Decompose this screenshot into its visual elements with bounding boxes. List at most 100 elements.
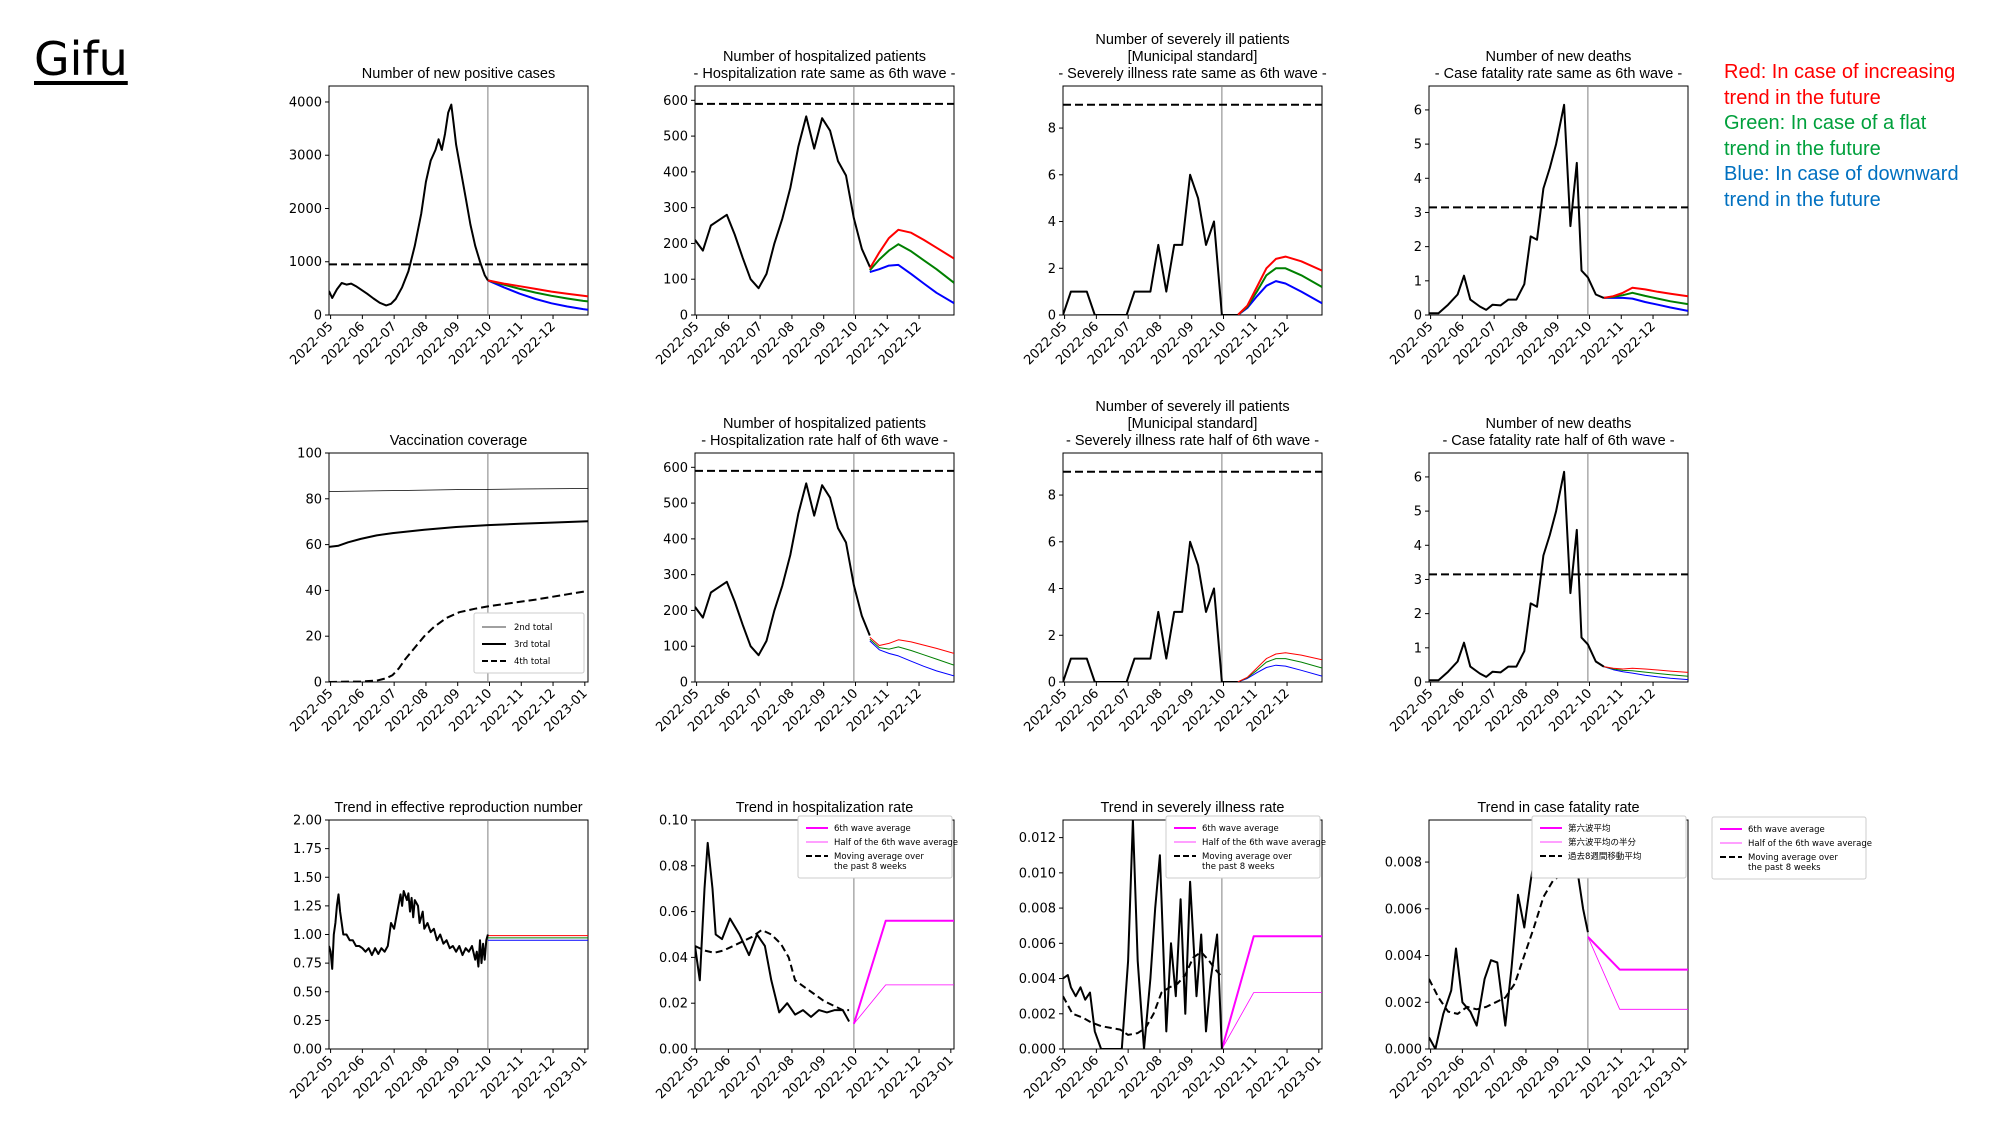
legend-label: Half of the 6th wave average xyxy=(834,838,958,848)
scenario-green-line xyxy=(1603,666,1688,677)
chart-title-vaccination-0: Vaccination coverage xyxy=(390,433,528,449)
y-tick-label: 0.004 xyxy=(1385,949,1422,964)
observed-line xyxy=(1429,820,1589,1049)
page-title: Gifu xyxy=(34,32,128,86)
side-legend-label: 6th wave average xyxy=(1748,825,1825,835)
y-tick-label: 1 xyxy=(1414,641,1422,656)
y-tick-label: 1.25 xyxy=(293,899,322,914)
plot-frame xyxy=(1428,85,1689,316)
y-tick-label: 0 xyxy=(314,676,322,691)
plot-frame xyxy=(328,85,589,316)
chart-title-new-cases-0: Number of new positive cases xyxy=(362,66,555,82)
y-tick-label: 0.012 xyxy=(1019,831,1056,846)
scenario-blue-line xyxy=(487,279,588,311)
legend-label: Moving average over xyxy=(834,852,924,862)
scenario-blue-line xyxy=(1603,666,1688,681)
y-tick-label: 4 xyxy=(1414,539,1422,554)
scenario-red-line xyxy=(868,228,954,270)
y-tick-label: 0.06 xyxy=(659,905,688,920)
scenario-red-line xyxy=(1237,652,1322,682)
y-tick-label: 2.00 xyxy=(293,814,322,829)
y-tick-label: 100 xyxy=(663,640,688,655)
chart-title-hosp-rate-0: Trend in hospitalization rate xyxy=(736,800,914,816)
y-tick-label: 0.006 xyxy=(1385,902,1422,917)
y-tick-label: 0 xyxy=(680,309,688,324)
plot-frame xyxy=(328,452,589,683)
chart-title-deaths-half-0: Number of new deaths xyxy=(1486,416,1632,432)
y-tick-label: 1000 xyxy=(289,255,322,270)
chart-hospitalized-half: Number of hospitalized patients- Hospita… xyxy=(653,416,955,735)
scenario-green-line xyxy=(487,279,588,303)
scenario-green-line xyxy=(1237,267,1322,315)
y-tick-label: 0.008 xyxy=(1385,856,1422,871)
y-tick-label: 3 xyxy=(1414,573,1422,588)
chart-title-fatality-rate-0: Trend in case fatality rate xyxy=(1477,800,1639,816)
y-tick-label: 2000 xyxy=(289,202,322,217)
legend-label: Moving average over xyxy=(1202,852,1292,862)
y-tick-label: 0.00 xyxy=(659,1043,688,1058)
observed-line xyxy=(695,482,871,657)
y-tick-label: 0 xyxy=(1048,676,1056,691)
y-tick-label: 4 xyxy=(1048,215,1056,230)
chart-severe-same: Number of severely ill patients[Municipa… xyxy=(1021,32,1326,368)
y-tick-label: 400 xyxy=(663,165,688,180)
chart-title-hospitalized-half-1: - Hospitalization rate half of 6th wave … xyxy=(701,433,948,449)
scenario-red-line xyxy=(1603,666,1688,673)
y-tick-label: 60 xyxy=(305,538,322,553)
projection-half-line xyxy=(1221,992,1322,1049)
side-legend-label: Moving average over xyxy=(1748,853,1838,863)
legend-label: the past 8 weeks xyxy=(1202,862,1275,872)
y-tick-label: 0.25 xyxy=(293,1014,322,1029)
chart-vaccination: Vaccination coverage0204060801002022-052… xyxy=(287,433,590,735)
y-tick-label: 0 xyxy=(1414,309,1422,324)
y-tick-label: 4000 xyxy=(289,95,322,110)
y-tick-label: 400 xyxy=(663,532,688,547)
scenario-red-line xyxy=(869,636,954,654)
plot-frame xyxy=(1428,452,1689,683)
y-tick-label: 8 xyxy=(1048,489,1056,504)
rate-legend xyxy=(797,815,953,879)
plot-frame xyxy=(328,819,589,1050)
plot-frame xyxy=(694,452,955,683)
side-legend: 6th wave average Half of the 6th wave ave… xyxy=(1711,816,1872,880)
chart-hosp-rate: Trend in hospitalization rate 0.00 0.02 0.0… xyxy=(653,800,958,1102)
scenario-green-line xyxy=(869,638,954,666)
chart-title-severe-half-1: [Municipal standard] xyxy=(1128,416,1258,432)
chart-deaths-half: Number of new deaths- Case fatality rate… xyxy=(1387,416,1689,735)
legend-label: 第六波平均の半分 xyxy=(1568,837,1637,848)
scenario-legend: Red: In case of increasing trend in the … xyxy=(1724,60,1959,213)
observed-line xyxy=(1429,103,1605,315)
scenario-blue-line xyxy=(869,640,954,677)
plot-frame xyxy=(694,85,955,316)
scenario-red-line xyxy=(1603,286,1688,299)
y-tick-label: 300 xyxy=(663,201,688,216)
y-tick-label: 6 xyxy=(1414,470,1422,485)
y-tick-label: 0.50 xyxy=(293,985,322,1000)
y-tick-label: 0.08 xyxy=(659,859,688,874)
scenario-red-line-2: trend in the future xyxy=(1724,86,1881,109)
y-tick-label: 100 xyxy=(297,447,322,462)
y-tick-label: 0.75 xyxy=(293,957,322,972)
y-tick-label: 1.50 xyxy=(293,871,322,886)
y-tick-label: 4 xyxy=(1048,582,1056,597)
y-tick-label: 500 xyxy=(663,130,688,145)
y-tick-label: 2 xyxy=(1414,240,1422,255)
scenario-blue-line xyxy=(1603,296,1688,312)
scenario-blue-line-2: trend in the future xyxy=(1724,188,1881,211)
observed-line xyxy=(1063,173,1238,315)
observed-line xyxy=(1063,540,1238,682)
y-tick-label: 0 xyxy=(680,676,688,691)
observed-line xyxy=(1063,820,1223,1049)
chart-title-severe-half-2: - Severely illness rate half of 6th wave… xyxy=(1066,433,1319,449)
y-tick-label: 0.002 xyxy=(1385,996,1422,1011)
y-tick-label: 0 xyxy=(1414,676,1422,691)
y-tick-label: 0.008 xyxy=(1019,902,1056,917)
legend-label: 6th wave average xyxy=(834,824,911,834)
y-tick-label: 0.006 xyxy=(1019,937,1056,952)
scenario-green-line xyxy=(869,243,954,284)
legend-label: 過去8週間移動平均 xyxy=(1568,851,1641,862)
legend-label: the past 8 weeks xyxy=(834,862,907,872)
scenario-blue-line xyxy=(1237,664,1322,682)
y-tick-label: 300 xyxy=(663,568,688,583)
legend-label: 2nd total xyxy=(514,623,552,633)
